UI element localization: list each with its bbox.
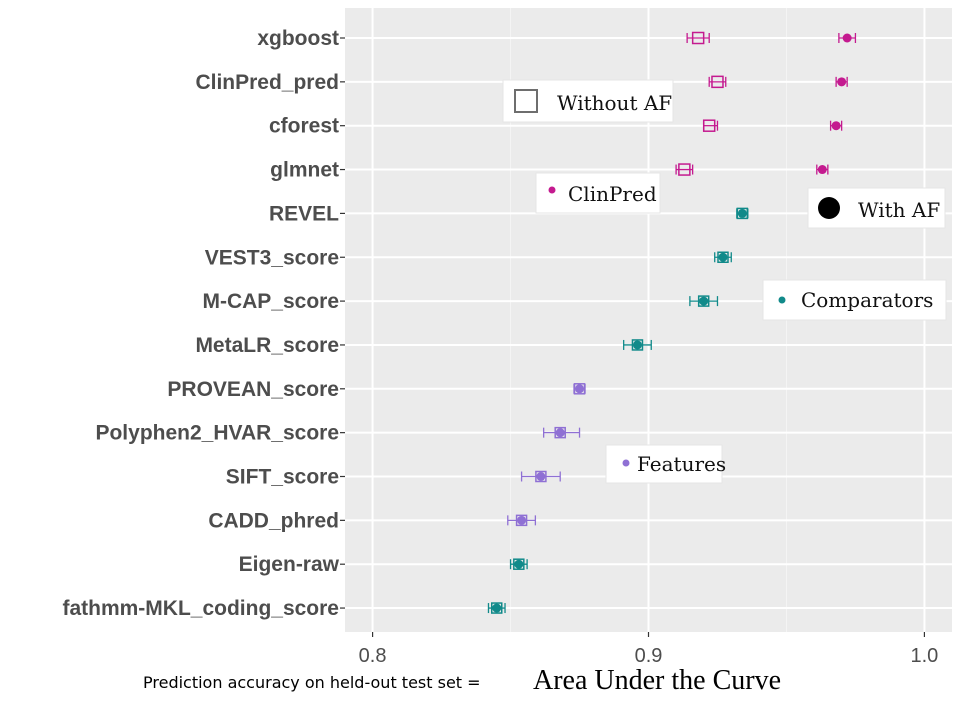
legend-without-af: Without AF xyxy=(502,79,674,123)
point-with-af xyxy=(817,165,827,175)
legend-label-features: Features xyxy=(637,452,726,476)
point-without-af xyxy=(573,383,586,395)
point-with-af xyxy=(699,296,709,306)
category-label: SIFT_score xyxy=(226,466,339,489)
legend-label-clinpred: ClinPred xyxy=(568,182,657,206)
open-square-icon xyxy=(514,89,538,113)
point-with-af xyxy=(536,472,546,481)
filled-circle-icon xyxy=(818,197,840,219)
legend-comparators: Comparators xyxy=(762,279,947,321)
category-label: fathmm-MKL_coding_score xyxy=(62,597,339,620)
point-with-af xyxy=(492,603,502,613)
point-with-af xyxy=(718,252,728,262)
point-without-af xyxy=(717,251,729,263)
point-without-af xyxy=(691,31,705,45)
point-with-af xyxy=(842,33,852,43)
legend-label-without-af: Without AF xyxy=(557,91,672,115)
point-with-af xyxy=(514,559,524,569)
x-tick-label: 1.0 xyxy=(911,645,939,667)
point-without-af xyxy=(678,163,691,176)
clinpred-dot-icon xyxy=(548,186,556,194)
comparators-dot-icon xyxy=(778,296,786,304)
point-without-af xyxy=(535,470,547,483)
point-with-af xyxy=(555,428,565,438)
x-tick-label: 0.9 xyxy=(635,645,663,667)
point-without-af xyxy=(515,514,528,527)
category-label: PROVEAN_score xyxy=(167,378,339,401)
legend-features: Features xyxy=(605,444,726,484)
features-dot-icon xyxy=(622,459,630,467)
point-without-af xyxy=(513,558,525,570)
point-with-af xyxy=(831,121,841,131)
legend-label-comparators: Comparators xyxy=(801,288,933,312)
point-without-af xyxy=(697,295,710,307)
legend-with-af: With AF xyxy=(807,187,946,229)
x-axis-label-main: Area Under the Curve xyxy=(533,665,781,696)
category-label: glmnet xyxy=(270,159,339,182)
category-label: ClinPred_pred xyxy=(195,71,339,94)
point-with-af xyxy=(737,208,747,218)
point-without-af xyxy=(736,207,749,220)
point-without-af xyxy=(711,75,724,89)
point-without-af xyxy=(631,339,644,351)
error-bar xyxy=(686,33,710,43)
category-label: VEST3_score xyxy=(205,246,339,269)
category-label: REVEL xyxy=(269,202,339,225)
point-with-af xyxy=(575,384,585,394)
x-axis-label-prefix: Prediction accuracy on held-out test set… xyxy=(143,673,481,692)
x-axis-ticks: 0.8 0.9 1.0 xyxy=(359,632,939,667)
point-without-af xyxy=(702,119,716,132)
point-without-af xyxy=(491,602,503,614)
point-without-af xyxy=(554,426,566,439)
category-label: xgboost xyxy=(257,27,339,50)
point-with-af xyxy=(517,515,527,525)
category-label: CADD_phred xyxy=(208,509,339,532)
category-label: Polyphen2_HVAR_score xyxy=(95,422,339,445)
x-tick-label: 0.8 xyxy=(359,645,387,667)
marks xyxy=(487,31,857,614)
legend-clinpred: ClinPred xyxy=(535,172,661,214)
point-with-af xyxy=(837,77,847,87)
category-label: MetaLR_score xyxy=(195,334,339,357)
category-label: cforest xyxy=(269,115,339,138)
point-with-af xyxy=(632,340,642,350)
category-label: Eigen-raw xyxy=(239,553,340,576)
legend-label-with-af: With AF xyxy=(858,198,940,222)
category-label: M-CAP_score xyxy=(202,290,339,313)
